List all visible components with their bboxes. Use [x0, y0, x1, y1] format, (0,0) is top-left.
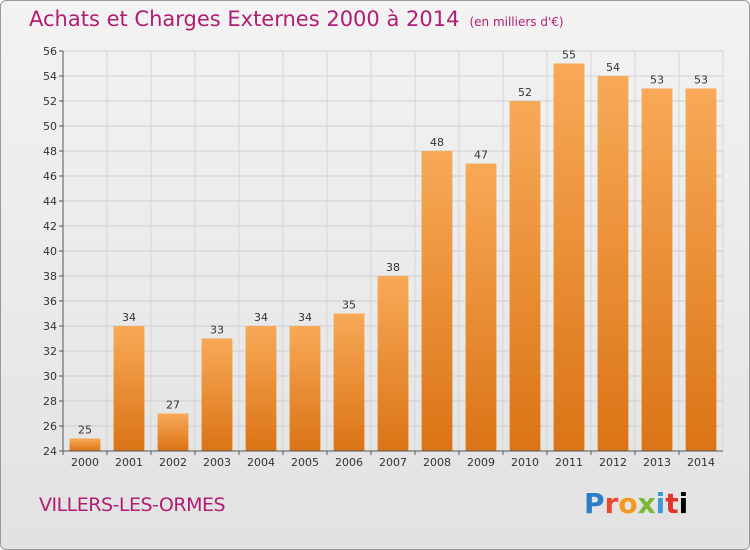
y-tick-label: 42 — [43, 220, 57, 233]
bar — [377, 276, 409, 451]
bar — [69, 438, 101, 451]
y-tick-label: 36 — [43, 295, 57, 308]
x-tick-label: 2001 — [115, 456, 143, 469]
bar — [421, 151, 453, 451]
y-tick-label: 48 — [43, 145, 57, 158]
x-tick-label: 2000 — [71, 456, 99, 469]
x-tick-label: 2007 — [379, 456, 407, 469]
x-tick-label: 2010 — [511, 456, 539, 469]
value-label: 48 — [430, 136, 444, 149]
value-label: 38 — [386, 261, 400, 274]
x-tick-label: 2011 — [555, 456, 583, 469]
y-tick-label: 52 — [43, 95, 57, 108]
x-tick-label: 2013 — [643, 456, 671, 469]
y-tick-label: 50 — [43, 120, 57, 133]
bar — [289, 326, 321, 451]
value-label: 34 — [122, 311, 136, 324]
proxiti-logo: Proxiti — [584, 487, 688, 520]
x-tick-label: 2012 — [599, 456, 627, 469]
logo-letter: P — [584, 487, 605, 520]
bar — [465, 163, 497, 451]
y-tick-label: 32 — [43, 345, 57, 358]
axes — [59, 50, 723, 455]
x-tick-label: 2003 — [203, 456, 231, 469]
logo-letter: r — [604, 487, 619, 520]
bar — [509, 101, 541, 451]
logo-letter: o — [618, 487, 638, 520]
bar — [201, 338, 233, 451]
y-tick-label: 38 — [43, 270, 57, 283]
bar — [245, 326, 277, 451]
value-label: 54 — [606, 61, 620, 74]
logo-letter: t — [665, 487, 679, 520]
y-tick-label: 24 — [43, 445, 57, 458]
y-tick-label: 56 — [43, 45, 57, 58]
x-tick-label: 2002 — [159, 456, 187, 469]
value-label: 47 — [474, 149, 488, 162]
value-label: 55 — [562, 49, 576, 62]
value-label: 53 — [694, 74, 708, 87]
logo-letter: i — [655, 487, 666, 520]
x-tick-label: 2006 — [335, 456, 363, 469]
chart-title: Achats et Charges Externes 2000 à 2014 (e… — [29, 7, 564, 31]
bar — [553, 63, 585, 451]
x-tick-label: 2008 — [423, 456, 451, 469]
value-label: 34 — [254, 311, 268, 324]
y-tick-label: 30 — [43, 370, 57, 383]
bar — [685, 88, 717, 451]
value-label: 53 — [650, 74, 664, 87]
labels: 24 26 28 30 32 34 36 38 40 42 44 46 48 50 52 54 56 25 2000… — [43, 45, 715, 469]
chart-unit: (en milliers d'€) — [469, 15, 564, 29]
value-label: 34 — [298, 311, 312, 324]
bar — [641, 88, 673, 451]
x-tick-label: 2004 — [247, 456, 275, 469]
value-label: 33 — [210, 324, 224, 337]
y-tick-label: 44 — [43, 195, 57, 208]
chart-title-text: Achats et Charges Externes 2000 à 2014 — [29, 7, 460, 31]
value-label: 27 — [166, 399, 180, 412]
y-tick-label: 46 — [43, 170, 57, 183]
bar — [333, 313, 365, 451]
logo-letter: i — [678, 487, 689, 520]
value-label: 52 — [518, 86, 532, 99]
y-tick-label: 34 — [43, 320, 57, 333]
place-name: VILLERS-LES-ORMES — [39, 494, 226, 516]
bars — [69, 63, 717, 451]
y-tick-label: 26 — [43, 420, 57, 433]
y-tick-label: 54 — [43, 70, 57, 83]
value-label: 35 — [342, 299, 356, 312]
y-tick-label: 28 — [43, 395, 57, 408]
bar — [113, 326, 145, 451]
x-tick-label: 2005 — [291, 456, 319, 469]
value-label: 25 — [78, 424, 92, 437]
bar — [157, 413, 189, 451]
logo-letter: x — [637, 487, 656, 520]
bar — [597, 76, 629, 451]
x-tick-label: 2014 — [687, 456, 715, 469]
x-tick-label: 2009 — [467, 456, 495, 469]
y-tick-label: 40 — [43, 245, 57, 258]
